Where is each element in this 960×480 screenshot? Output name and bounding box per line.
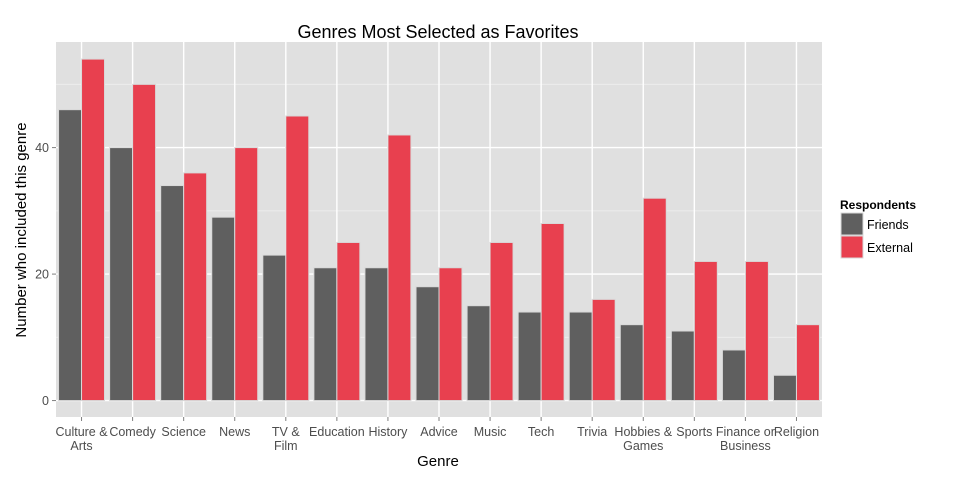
legend-key-external: [840, 235, 864, 259]
bar-friends: [364, 267, 389, 402]
bar-external: [795, 324, 820, 402]
bar-friends: [58, 109, 83, 402]
bar-external: [285, 115, 310, 402]
y-tick-label: 40: [35, 141, 49, 155]
legend: Respondents Friends External: [840, 198, 916, 259]
bar-friends: [517, 311, 542, 402]
x-tick-label: Trivia: [577, 425, 607, 439]
bar-friends: [262, 254, 287, 402]
legend-title: Respondents: [840, 198, 916, 212]
y-tick-label: 20: [35, 268, 49, 282]
x-tick-label: Culture & Arts: [55, 425, 108, 453]
bar-external: [744, 260, 769, 402]
bar-external: [336, 241, 361, 402]
bar-external: [234, 147, 259, 402]
chart-title: Genres Most Selected as Favorites: [297, 22, 578, 42]
bar-friends: [772, 374, 797, 402]
bar-external: [183, 172, 208, 402]
bar-external: [489, 241, 514, 402]
bar-external: [438, 267, 463, 402]
x-tick-label: Comedy: [109, 425, 156, 439]
x-tick-label: TV & Film: [272, 425, 300, 453]
bar-external: [132, 83, 157, 402]
legend-label-friends: Friends: [867, 218, 909, 232]
y-tick-label: 0: [42, 394, 49, 408]
x-tick-label: News: [219, 425, 250, 439]
bar-external: [693, 260, 718, 402]
x-tick-label: Hobbies & Games: [614, 425, 672, 453]
x-tick-label: Finance or Business: [716, 425, 775, 453]
bar-friends: [415, 286, 440, 402]
x-tick-label: Sports: [676, 425, 712, 439]
bar-friends: [568, 311, 593, 402]
legend-key-friends: [840, 212, 864, 236]
bar-friends: [109, 147, 134, 402]
y-axis-ticks: 0 20 40: [35, 141, 56, 408]
bar-friends: [160, 185, 185, 402]
bar-external: [387, 134, 412, 402]
bars: [58, 58, 820, 402]
legend-label-external: External: [867, 241, 913, 255]
x-axis-title: Genre: [417, 453, 459, 470]
bar-friends: [670, 330, 695, 402]
bar-external: [540, 222, 565, 402]
bar-external: [81, 58, 106, 402]
bar-friends: [466, 305, 491, 402]
bar-friends: [313, 267, 338, 402]
bar-friends: [211, 216, 236, 402]
bar-friends: [721, 349, 746, 402]
x-tick-label: Advice: [420, 425, 458, 439]
x-tick-label: History: [368, 425, 408, 439]
x-tick-label: Tech: [528, 425, 554, 439]
x-tick-label: Education: [309, 425, 365, 439]
bar-external: [591, 298, 616, 402]
x-tick-label: Religion: [774, 425, 819, 439]
bar-external: [642, 197, 667, 402]
x-tick-label: Music: [474, 425, 507, 439]
y-axis-title: Number who included this genre: [13, 122, 30, 337]
bar-friends: [619, 324, 644, 402]
x-tick-label: Science: [161, 425, 206, 439]
